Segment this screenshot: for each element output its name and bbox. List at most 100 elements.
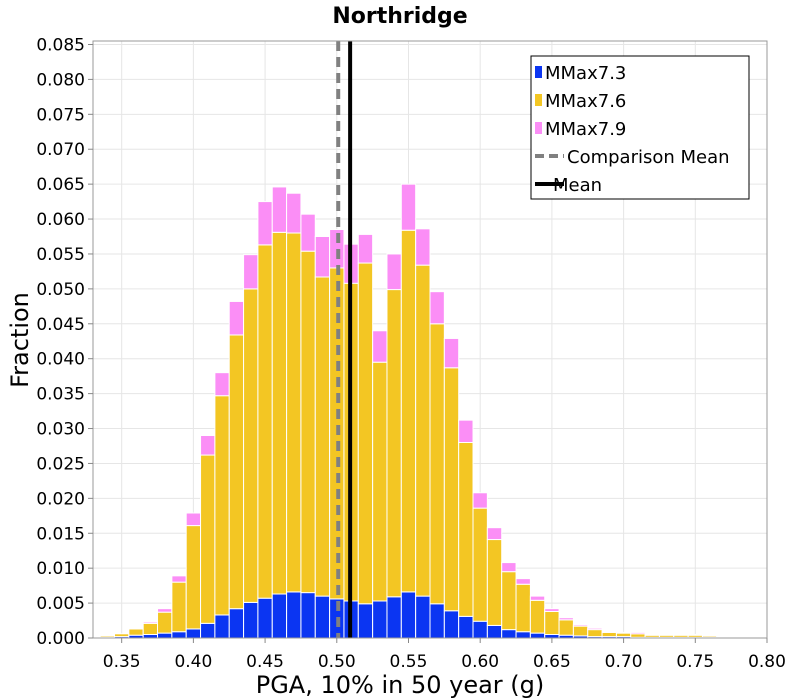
y-tick-label: 0.055 bbox=[36, 245, 85, 265]
y-tick-label: 0.050 bbox=[36, 280, 85, 300]
y-tick-label: 0.070 bbox=[36, 140, 85, 160]
bar-mmax7-9 bbox=[472, 492, 488, 509]
bar-mmax7-6 bbox=[185, 525, 202, 630]
bar-mmax7-3 bbox=[529, 632, 546, 639]
bar-mmax7-3 bbox=[544, 634, 560, 639]
bar-mmax7-6 bbox=[314, 276, 331, 597]
bar-mmax7-3 bbox=[357, 603, 374, 639]
bar-mmax7-3 bbox=[185, 628, 202, 639]
bar-mmax7-6 bbox=[99, 635, 116, 638]
bar-mmax7-6 bbox=[601, 631, 617, 638]
plot-frame bbox=[92, 40, 768, 639]
bar-mmax7-9 bbox=[730, 635, 746, 638]
bar-mmax7-3 bbox=[314, 595, 331, 639]
bar-mmax7-6 bbox=[228, 334, 245, 610]
bar-mmax7-6 bbox=[400, 229, 417, 593]
y-tick-label: 0.045 bbox=[36, 315, 85, 335]
bar-mmax7-3 bbox=[271, 593, 288, 639]
y-tick-label: 0.020 bbox=[36, 489, 85, 509]
bar-mmax7-9 bbox=[687, 634, 703, 636]
bar-mmax7-3 bbox=[157, 632, 173, 639]
bar-mmax7-9 bbox=[200, 435, 216, 456]
bar-mmax7-9 bbox=[386, 253, 402, 291]
bar-mmax7-6 bbox=[429, 323, 445, 605]
bar-mmax7-9 bbox=[458, 419, 474, 443]
bar-mmax7-3 bbox=[486, 624, 503, 639]
y-tick-label: 0.005 bbox=[36, 594, 85, 614]
bar-mmax7-3 bbox=[515, 631, 531, 639]
bar-mmax7-6 bbox=[415, 264, 431, 597]
bar-mmax7-6 bbox=[458, 441, 474, 617]
bar-mmax7-6 bbox=[357, 262, 374, 605]
x-tick-label: 0.60 bbox=[461, 652, 499, 672]
x-tick-label: 0.55 bbox=[390, 652, 428, 672]
bar-mmax7-9 bbox=[515, 578, 531, 585]
bar-mmax7-9 bbox=[658, 634, 675, 636]
bar-mmax7-6 bbox=[243, 288, 259, 603]
x-tick-label: 0.40 bbox=[174, 652, 212, 672]
bar-mmax7-9 bbox=[171, 575, 187, 583]
bar-mmax7-9 bbox=[157, 608, 173, 613]
bar-mmax7-6 bbox=[544, 610, 560, 636]
bar-mmax7-6 bbox=[157, 611, 173, 634]
y-tick-label: 0.085 bbox=[36, 35, 85, 55]
bar-mmax7-9 bbox=[630, 631, 646, 635]
bar-mmax7-9 bbox=[529, 595, 546, 601]
bar-mmax7-6 bbox=[587, 629, 603, 638]
bar-mmax7-6 bbox=[529, 599, 546, 634]
bar-mmax7-9 bbox=[558, 617, 574, 621]
bar-mmax7-3 bbox=[142, 634, 159, 639]
legend-label: Comparison Mean bbox=[567, 147, 730, 168]
bar-mmax7-9 bbox=[716, 635, 732, 638]
bar-mmax7-3 bbox=[200, 622, 216, 639]
bar-mmax7-9 bbox=[300, 213, 316, 252]
y-tick-label: 0.080 bbox=[36, 70, 85, 90]
bar-mmax7-3 bbox=[415, 595, 431, 639]
bar-mmax7-3 bbox=[228, 608, 245, 639]
y-axis-ticks: 0.000 0.005 0.010 0.015 0.020 0.025 0.030 0.035… bbox=[36, 35, 93, 649]
bar-mmax7-9 bbox=[243, 254, 259, 290]
bar-mmax7-6 bbox=[257, 244, 273, 599]
bar-mmax7-9 bbox=[544, 608, 560, 612]
bar-mmax7-3 bbox=[386, 596, 402, 639]
x-tick-label: 0.45 bbox=[246, 652, 284, 672]
bar-mmax7-6 bbox=[558, 619, 574, 636]
chart-title: Northridge bbox=[332, 4, 467, 29]
bar-mmax7-6 bbox=[615, 632, 632, 638]
bar-mmax7-3 bbox=[429, 603, 445, 639]
bar-mmax7-6 bbox=[630, 633, 646, 638]
legend-label: MMax7.9 bbox=[545, 119, 626, 140]
bar-mmax7-3 bbox=[400, 591, 417, 639]
bar-mmax7-9 bbox=[128, 627, 144, 630]
bar-mmax7-3 bbox=[257, 597, 273, 639]
bar-mmax7-6 bbox=[300, 250, 316, 594]
y-tick-label: 0.025 bbox=[36, 454, 85, 474]
bar-mmax7-9 bbox=[673, 634, 689, 636]
bar-mmax7-6 bbox=[372, 361, 388, 602]
bar-mmax7-6 bbox=[443, 367, 460, 612]
legend-swatch bbox=[535, 122, 542, 134]
bar-mmax7-9 bbox=[214, 372, 230, 397]
y-tick-label: 0.015 bbox=[36, 524, 85, 544]
bar-mmax7-3 bbox=[443, 610, 460, 639]
bar-mmax7-9 bbox=[486, 527, 503, 541]
bar-mmax7-9 bbox=[185, 512, 202, 527]
bar-mmax7-3 bbox=[501, 629, 517, 639]
legend-label: MMax7.3 bbox=[545, 63, 626, 84]
legend-swatch bbox=[535, 66, 542, 78]
y-tick-label: 0.030 bbox=[36, 420, 85, 440]
bar-mmax7-3 bbox=[214, 614, 230, 639]
bar-mmax7-9 bbox=[314, 236, 331, 278]
bar-mmax7-9 bbox=[644, 634, 660, 636]
bar-mmax7-9 bbox=[286, 192, 302, 234]
bar-mmax7-3 bbox=[243, 601, 259, 639]
y-axis-label: Fraction bbox=[6, 292, 34, 388]
bar-mmax7-9 bbox=[372, 330, 388, 363]
bar-mmax7-9 bbox=[271, 186, 288, 233]
bar-mmax7-6 bbox=[515, 583, 531, 633]
y-tick-label: 0.075 bbox=[36, 105, 85, 125]
bar-mmax7-9 bbox=[443, 337, 460, 369]
bar-mmax7-6 bbox=[171, 581, 187, 633]
bar-mmax7-9 bbox=[601, 631, 617, 633]
